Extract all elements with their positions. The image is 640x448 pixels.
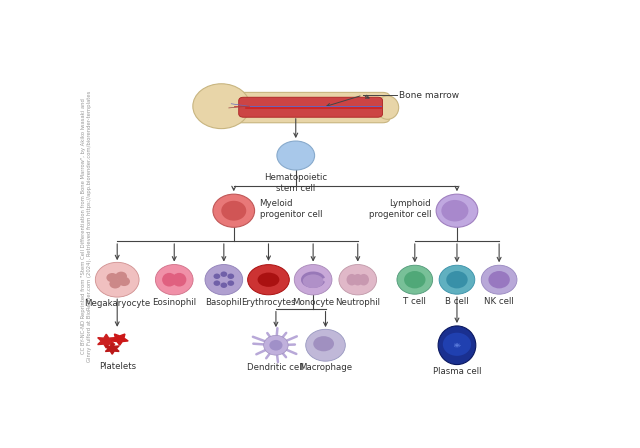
Ellipse shape	[220, 271, 227, 277]
Ellipse shape	[214, 280, 220, 286]
Text: Monocyte: Monocyte	[292, 297, 334, 306]
Ellipse shape	[346, 274, 357, 285]
Text: Basophil: Basophil	[205, 297, 242, 306]
Text: Platelets: Platelets	[99, 362, 136, 371]
Ellipse shape	[257, 272, 280, 287]
Ellipse shape	[214, 274, 220, 279]
Ellipse shape	[439, 265, 475, 294]
Ellipse shape	[404, 271, 426, 289]
Ellipse shape	[481, 265, 517, 294]
Text: Erythrocytes: Erythrocytes	[241, 298, 296, 307]
Text: Plasma cell: Plasma cell	[433, 367, 481, 376]
Text: Bone marrow: Bone marrow	[399, 90, 459, 99]
Text: T cell: T cell	[403, 297, 426, 306]
Ellipse shape	[227, 274, 234, 279]
Ellipse shape	[313, 336, 334, 351]
Ellipse shape	[376, 96, 399, 119]
Ellipse shape	[162, 273, 177, 287]
Polygon shape	[111, 334, 128, 345]
Ellipse shape	[221, 201, 246, 221]
Ellipse shape	[109, 279, 121, 289]
Ellipse shape	[172, 273, 186, 287]
FancyBboxPatch shape	[231, 92, 390, 123]
Ellipse shape	[436, 194, 478, 227]
Ellipse shape	[213, 194, 255, 227]
Text: Neutrophil: Neutrophil	[335, 297, 380, 306]
Text: CC BY-NC-ND Reprinted from "Stem Cell Differentiation from Bone Marrow", by Akik: CC BY-NC-ND Reprinted from "Stem Cell Di…	[81, 90, 92, 362]
Ellipse shape	[106, 273, 118, 282]
Ellipse shape	[205, 264, 243, 295]
Text: Macrophage: Macrophage	[299, 363, 352, 372]
Polygon shape	[106, 343, 119, 354]
Polygon shape	[98, 334, 115, 348]
Ellipse shape	[277, 141, 315, 170]
Text: B cell: B cell	[445, 297, 468, 306]
Ellipse shape	[220, 283, 227, 288]
Ellipse shape	[115, 271, 127, 281]
Text: Megakaryocyte: Megakaryocyte	[84, 299, 150, 308]
Ellipse shape	[438, 326, 476, 365]
Ellipse shape	[95, 263, 139, 297]
Ellipse shape	[306, 329, 346, 361]
FancyBboxPatch shape	[239, 97, 383, 117]
Text: Dendritic cell: Dendritic cell	[248, 363, 305, 372]
Text: Eosinophil: Eosinophil	[152, 297, 196, 306]
Ellipse shape	[446, 271, 468, 289]
Ellipse shape	[156, 264, 193, 295]
Ellipse shape	[488, 271, 510, 289]
Ellipse shape	[193, 84, 250, 129]
Ellipse shape	[303, 274, 323, 288]
Ellipse shape	[264, 336, 288, 355]
Text: NK cell: NK cell	[484, 297, 514, 306]
Ellipse shape	[220, 109, 243, 119]
Ellipse shape	[353, 274, 363, 285]
Ellipse shape	[397, 265, 433, 294]
Ellipse shape	[118, 277, 130, 286]
Ellipse shape	[199, 92, 227, 105]
Ellipse shape	[442, 200, 468, 221]
Text: Hematopoietic
stem cell: Hematopoietic stem cell	[264, 173, 327, 193]
Ellipse shape	[248, 265, 289, 295]
Text: Myeloid
progenitor cell: Myeloid progenitor cell	[260, 199, 322, 219]
Text: Lymphoid
progenitor cell: Lymphoid progenitor cell	[369, 199, 431, 219]
Ellipse shape	[227, 280, 234, 286]
Ellipse shape	[358, 274, 369, 285]
Ellipse shape	[443, 333, 471, 356]
Ellipse shape	[294, 264, 332, 295]
Ellipse shape	[339, 264, 376, 295]
Ellipse shape	[269, 340, 282, 351]
